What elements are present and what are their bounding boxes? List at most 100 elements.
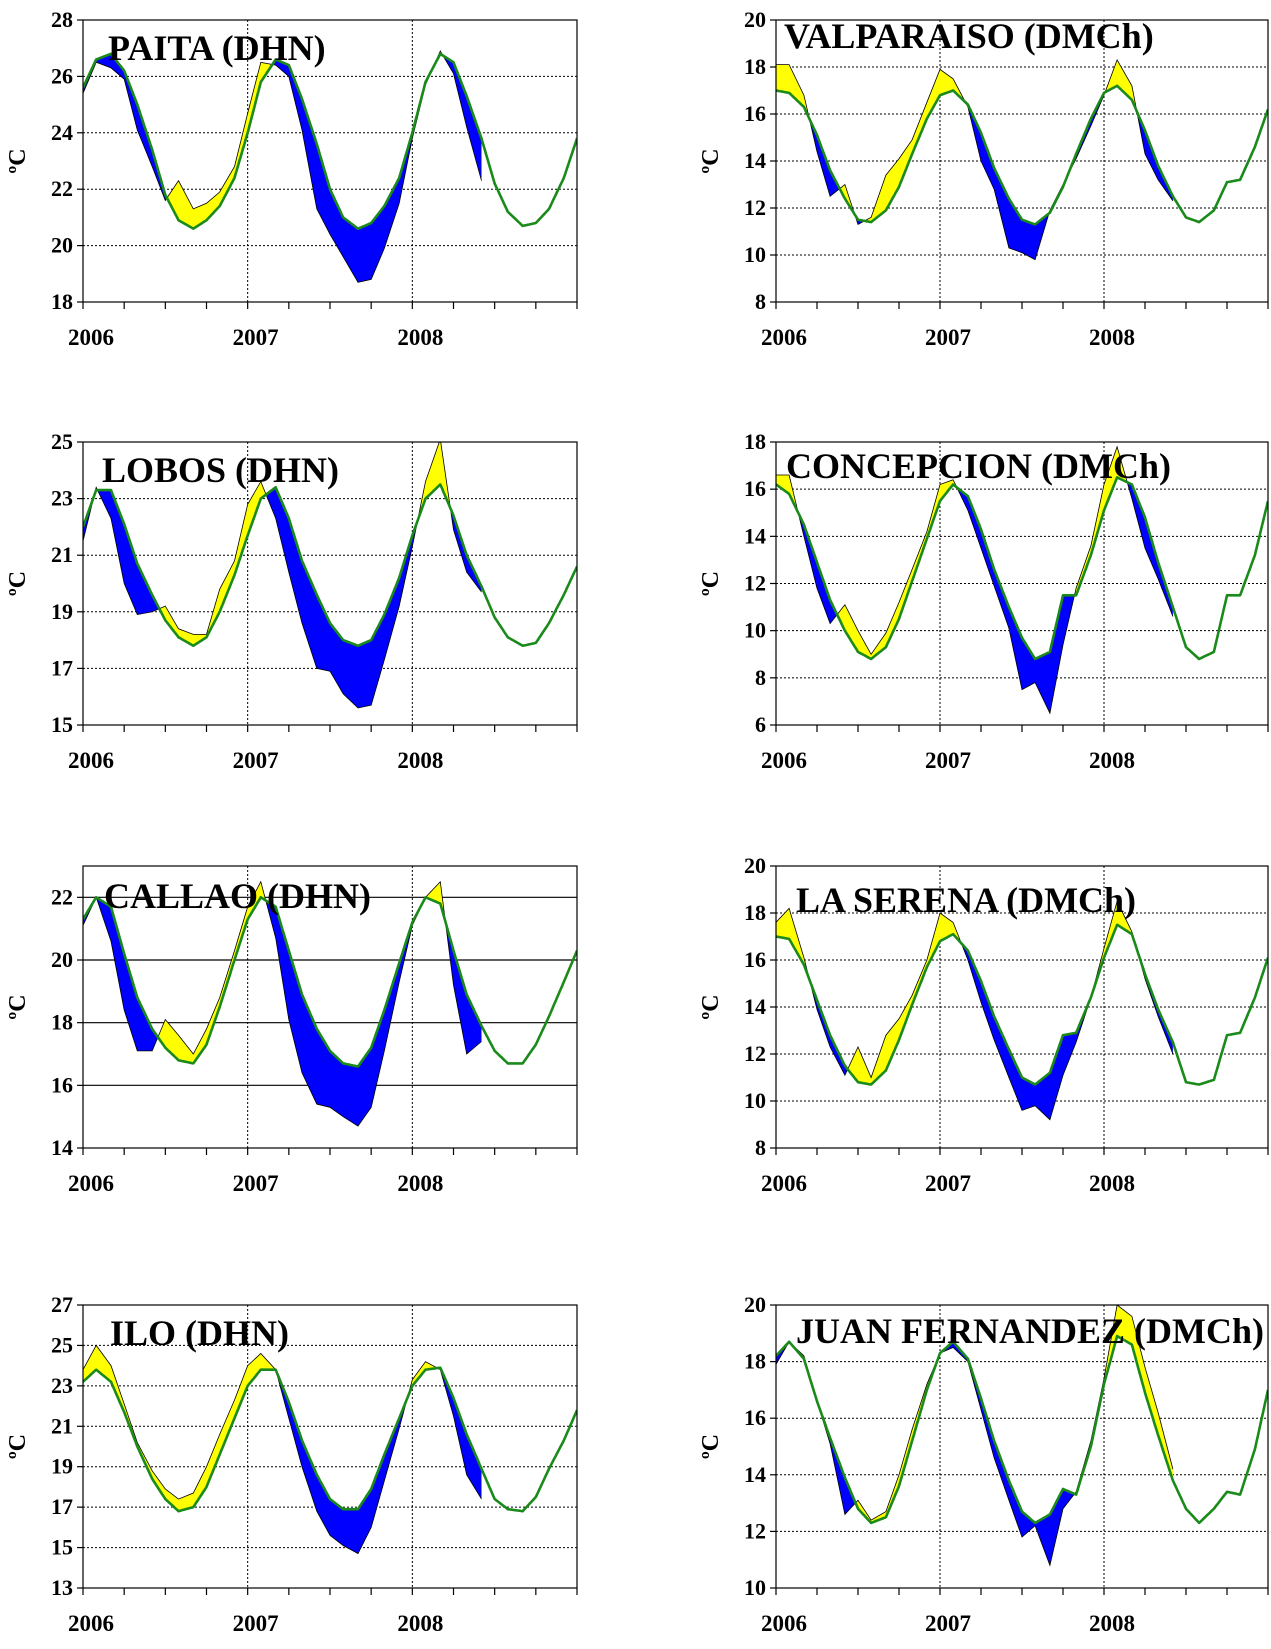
warm-anomaly-area — [83, 1345, 276, 1512]
y-tick-label: 8 — [755, 1135, 766, 1160]
chart-panel: 14 16 18 20 22 2006 2007 2008 ºC CALLAO (DHN) — [5, 865, 578, 1196]
y-tick-label: 12 — [744, 195, 766, 220]
climatology-series-line — [776, 476, 1268, 661]
cold-anomaly-area — [437, 1367, 482, 1500]
chart-panel: 10 12 14 16 18 20 2006 2007 2008 ºC JUAN FERNANDEZ… — [698, 1292, 1269, 1636]
x-tick-label: 2008 — [1089, 1611, 1135, 1636]
y-tick-label: 26 — [51, 63, 73, 88]
chart-title: VALPARAISO (DMCh) — [784, 16, 1154, 56]
warm-anomaly-area — [1090, 901, 1137, 998]
y-tick-label: 16 — [744, 476, 766, 501]
y-tick-label: 16 — [51, 1072, 73, 1097]
y-tick-label: 16 — [744, 101, 766, 126]
y-tick-label: 17 — [51, 655, 73, 680]
y-tick-label: 20 — [744, 853, 766, 878]
x-tick-label: 2007 — [233, 325, 279, 350]
y-tick-label: 18 — [744, 1349, 766, 1374]
climatology-series-line — [83, 52, 577, 230]
y-tick-label: 22 — [51, 176, 73, 201]
y-tick-label: 19 — [51, 599, 73, 624]
y-tick-label: 8 — [755, 665, 766, 690]
climatology-series-line — [83, 896, 577, 1068]
chart-title: PAITA (DHN) — [108, 28, 326, 68]
y-tick-label: 16 — [744, 1405, 766, 1430]
y-tick-label: 14 — [744, 1462, 766, 1487]
y-tick-label: 20 — [51, 233, 73, 258]
chart-title: LA SERENA (DMCh) — [796, 880, 1136, 920]
y-tick-label: 20 — [744, 7, 766, 32]
x-tick-label: 2008 — [1089, 748, 1135, 773]
y-tick-label: 15 — [51, 712, 73, 737]
y-tick-label: 12 — [744, 571, 766, 596]
plot-area — [83, 20, 577, 302]
y-tick-label: 23 — [51, 1373, 73, 1398]
cold-anomaly-area — [957, 487, 1075, 714]
plot-area — [83, 442, 577, 725]
y-tick-label: 15 — [51, 1535, 73, 1560]
y-tick-label: 20 — [744, 1292, 766, 1317]
chart-panel: 8 10 12 14 16 18 20 2006 2007 2008 ºC VALPARAISO (D… — [698, 7, 1269, 350]
x-tick-label: 2006 — [761, 1171, 807, 1196]
y-tick-label: 13 — [51, 1575, 73, 1600]
cold-anomaly-area — [961, 943, 1091, 1120]
cold-anomaly-area — [97, 490, 160, 615]
y-tick-label: 28 — [51, 7, 73, 32]
y-axis-label: ºC — [5, 571, 31, 596]
y-tick-label: 14 — [744, 148, 766, 173]
y-axis-label: ºC — [698, 1434, 724, 1459]
y-tick-label: 17 — [51, 1494, 73, 1519]
x-tick-label: 2007 — [925, 748, 971, 773]
warm-anomaly-area — [1074, 1305, 1173, 1495]
y-tick-label: 12 — [744, 1518, 766, 1543]
x-tick-label: 2008 — [397, 325, 443, 350]
x-tick-label: 2007 — [233, 1611, 279, 1636]
chart-title: CONCEPCION (DMCh) — [786, 446, 1171, 486]
y-tick-label: 18 — [744, 54, 766, 79]
y-tick-label: 16 — [744, 947, 766, 972]
x-tick-label: 2006 — [761, 325, 807, 350]
y-axis-label: ºC — [5, 994, 31, 1019]
x-tick-label: 2007 — [925, 325, 971, 350]
warm-anomaly-area — [776, 475, 799, 516]
y-axis-label: ºC — [5, 1434, 31, 1459]
plot-area — [83, 1305, 577, 1588]
y-tick-label: 18 — [744, 900, 766, 925]
warm-anomaly-area — [407, 1361, 438, 1398]
y-tick-label: 27 — [51, 1292, 73, 1317]
climatology-series-line — [776, 1334, 1268, 1525]
y-tick-label: 20 — [51, 947, 73, 972]
y-tick-label: 10 — [744, 242, 766, 267]
y-tick-label: 12 — [744, 1041, 766, 1066]
chart-title: ILO (DHN) — [110, 1313, 289, 1353]
y-axis-label: ºC — [698, 994, 724, 1019]
observed-series-line — [776, 58, 1174, 261]
cold-anomaly-area — [1127, 482, 1173, 617]
y-tick-label: 10 — [744, 618, 766, 643]
observed-series-line — [83, 1344, 482, 1555]
y-axis-label: ºC — [698, 148, 724, 173]
x-tick-label: 2006 — [761, 1611, 807, 1636]
y-tick-label: 23 — [51, 486, 73, 511]
y-tick-label: 10 — [744, 1088, 766, 1113]
x-tick-label: 2007 — [233, 748, 279, 773]
y-tick-label: 19 — [51, 1454, 73, 1479]
cold-anomaly-area — [266, 487, 419, 708]
cold-anomaly-area — [265, 897, 426, 1127]
y-tick-label: 18 — [51, 1010, 73, 1035]
y-tick-label: 24 — [51, 120, 73, 145]
warm-anomaly-area — [848, 913, 962, 1085]
chart-panel: 13 15 17 19 21 23 25 27 2006 2007 2008 ºC ILO (DHN) — [5, 1292, 578, 1636]
chart-panel: 8 10 12 14 16 18 20 2006 2007 2008 ºC LA SERENA (DM… — [698, 853, 1269, 1196]
observed-series-line — [776, 445, 1174, 715]
y-tick-label: 6 — [755, 712, 766, 737]
cold-anomaly-area — [275, 1369, 408, 1554]
climatology-series-line — [776, 84, 1268, 226]
x-tick-label: 2007 — [925, 1611, 971, 1636]
y-tick-label: 10 — [744, 1575, 766, 1600]
y-tick-label: 21 — [51, 1413, 73, 1438]
x-tick-label: 2006 — [68, 1171, 114, 1196]
y-tick-label: 14 — [744, 523, 766, 548]
y-tick-label: 14 — [744, 994, 766, 1019]
warm-anomaly-area — [1105, 60, 1137, 112]
x-tick-label: 2008 — [397, 748, 443, 773]
